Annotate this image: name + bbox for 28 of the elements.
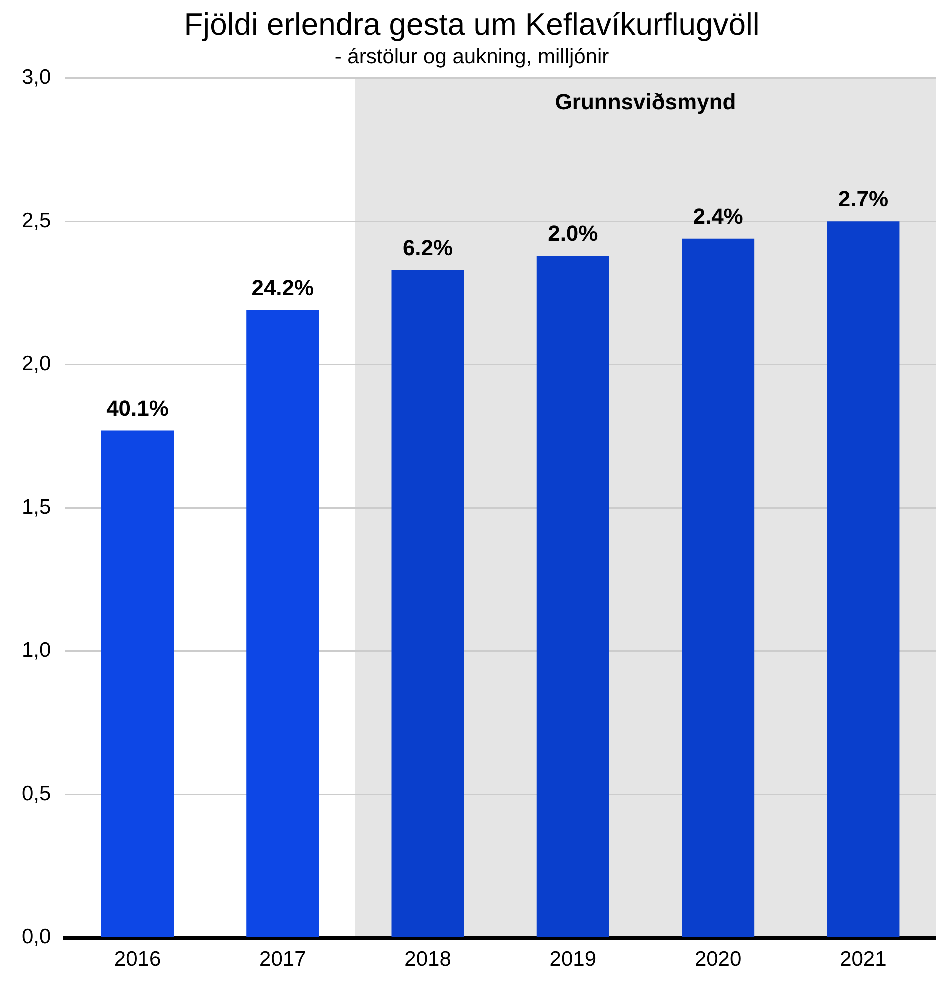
annotation: 2.4% xyxy=(693,204,744,229)
band-label: Grunnsviðsmynd xyxy=(555,89,736,114)
x-tick-label: 2017 xyxy=(260,948,306,972)
y-tick-label: 2,0 xyxy=(22,352,52,376)
annotation: 2.0% xyxy=(548,221,598,246)
annotation: 40.1% xyxy=(106,396,169,421)
x-tick-label: 2020 xyxy=(694,948,742,972)
bar xyxy=(392,270,464,938)
chart-subtitle: - árstölur og aukning, milljónir xyxy=(334,46,610,69)
y-tick-label: 2,5 xyxy=(22,209,52,232)
annotation: 24.2% xyxy=(252,276,314,300)
bar xyxy=(246,310,320,938)
y-tick-label: 3,0 xyxy=(22,66,52,90)
annotation: 2.7% xyxy=(838,186,889,212)
x-tick-label: 2018 xyxy=(404,948,452,972)
y-tick-label: 1,5 xyxy=(22,496,52,519)
bar xyxy=(682,238,755,938)
y-tick-label: 0,5 xyxy=(22,782,52,806)
bar xyxy=(536,256,610,938)
x-tick-label: 2021 xyxy=(840,948,887,972)
annotation: 6.2% xyxy=(402,235,454,260)
x-tick-label: 2019 xyxy=(550,948,597,972)
chart-title: Fjöldi erlendra gesta um Keflavíkurflugvöll xyxy=(184,7,760,42)
x-tick-label: 2016 xyxy=(114,948,162,972)
bar xyxy=(827,222,900,938)
y-tick-label: 0,0 xyxy=(22,926,52,949)
bar xyxy=(101,430,174,938)
y-tick-label: 1,0 xyxy=(22,639,52,662)
